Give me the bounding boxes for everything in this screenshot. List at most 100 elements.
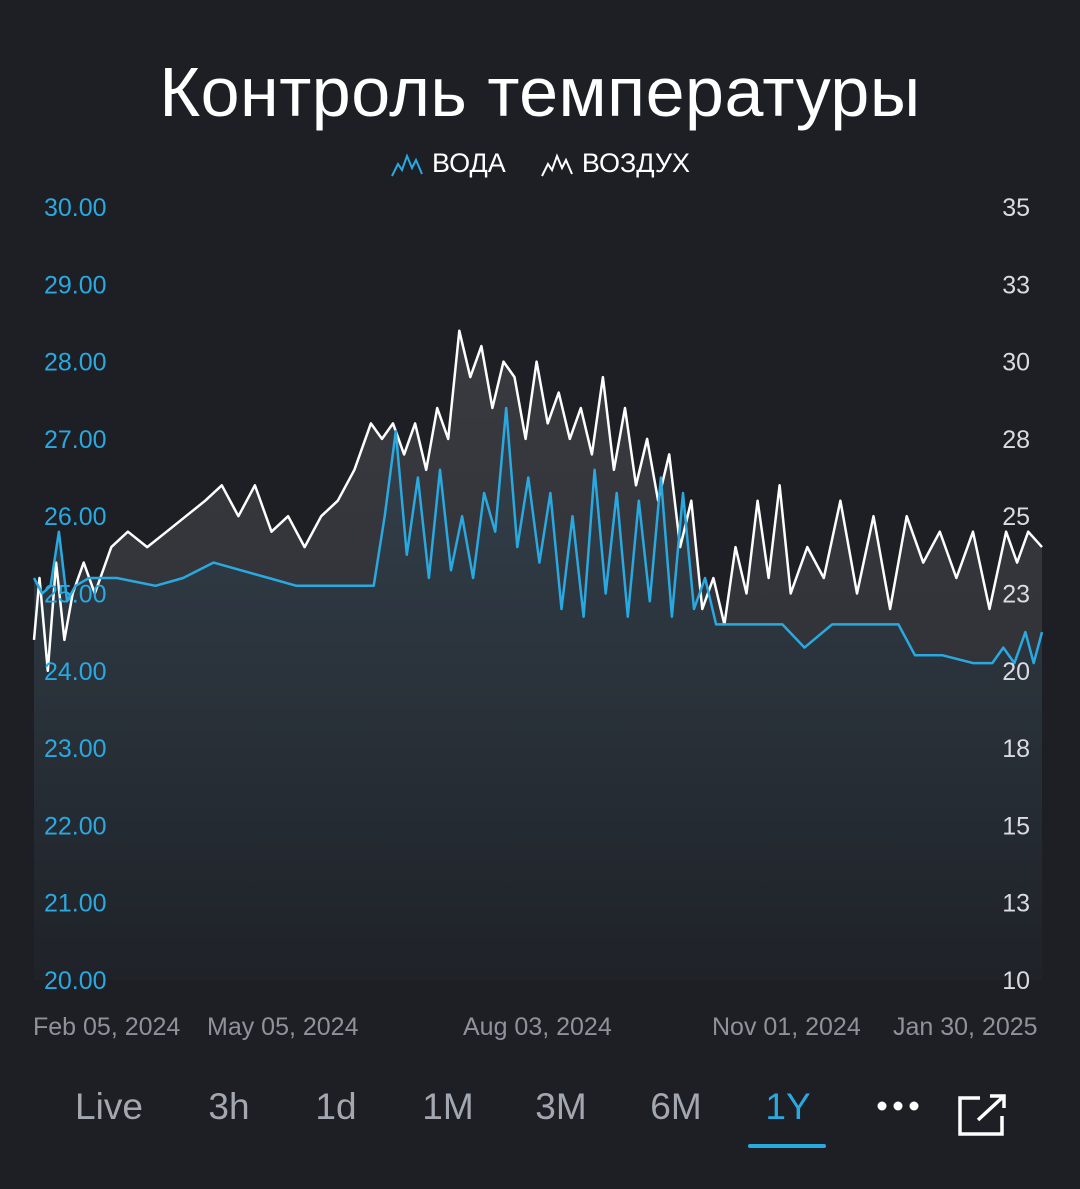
air-point bbox=[166, 531, 168, 533]
air-point bbox=[491, 407, 493, 409]
air-point bbox=[447, 438, 449, 440]
more-dots-icon[interactable] bbox=[876, 1100, 920, 1112]
legend-item-water[interactable]: ВОДА bbox=[390, 148, 506, 179]
water-point bbox=[726, 623, 728, 625]
water-point bbox=[88, 577, 90, 579]
air-point bbox=[723, 623, 725, 625]
air-point bbox=[204, 500, 206, 502]
air-point bbox=[320, 515, 322, 517]
water-point bbox=[649, 600, 651, 602]
air-point bbox=[856, 593, 858, 595]
air-point bbox=[569, 438, 571, 440]
air-point bbox=[146, 546, 148, 548]
water-point bbox=[594, 469, 596, 471]
x-tick-label: Aug 03, 2024 bbox=[463, 1013, 612, 1041]
air-point bbox=[425, 469, 427, 471]
y-left-tick-label: 20.00 bbox=[44, 967, 107, 995]
range-selector: Live 3h 1d 1M 3M 6M 1Y bbox=[0, 1080, 1080, 1150]
air-point bbox=[503, 361, 505, 363]
water-point bbox=[715, 623, 717, 625]
air-point bbox=[602, 376, 604, 378]
water-point bbox=[351, 585, 353, 587]
water-point bbox=[527, 477, 529, 479]
water-line bbox=[32, 406, 1044, 665]
water-point bbox=[831, 623, 833, 625]
water-point bbox=[240, 569, 242, 571]
air-point bbox=[922, 562, 924, 564]
legend-item-air[interactable]: ВОЗДУХ bbox=[540, 148, 690, 179]
air-point bbox=[823, 577, 825, 579]
air-point bbox=[469, 376, 471, 378]
air-point bbox=[613, 469, 615, 471]
air-point bbox=[55, 562, 57, 564]
water-point bbox=[972, 662, 974, 664]
range-button-6m[interactable]: 6M bbox=[650, 1086, 702, 1127]
water-point bbox=[439, 469, 441, 471]
air-point bbox=[591, 453, 593, 455]
air-point bbox=[558, 392, 560, 394]
air-point bbox=[514, 376, 516, 378]
air-point bbox=[806, 546, 808, 548]
line-chart-icon bbox=[540, 152, 573, 176]
y-right-tick-label: 30 bbox=[1002, 349, 1030, 377]
air-point bbox=[668, 453, 670, 455]
y-left-tick-label: 30.00 bbox=[44, 194, 107, 222]
range-button-3h[interactable]: 3h bbox=[208, 1086, 250, 1127]
water-point bbox=[682, 492, 684, 494]
y-right-tick-label: 23 bbox=[1002, 581, 1030, 609]
range-button-3m[interactable]: 3M bbox=[535, 1086, 587, 1127]
water-area bbox=[34, 408, 1042, 980]
chart-legend: ВОДА ВОЗДУХ bbox=[0, 148, 1080, 179]
air-point bbox=[701, 608, 703, 610]
water-point bbox=[737, 623, 739, 625]
air-point bbox=[712, 577, 714, 579]
y-left-tick-label: 21.00 bbox=[44, 890, 107, 918]
air-point bbox=[480, 345, 482, 347]
water-point bbox=[561, 608, 563, 610]
y-left-tick-label: 24.00 bbox=[44, 658, 107, 686]
water-point bbox=[41, 593, 43, 595]
x-tick-label: May 05, 2024 bbox=[207, 1013, 359, 1041]
water-point bbox=[759, 623, 761, 625]
water-point bbox=[1041, 631, 1043, 633]
air-point bbox=[287, 515, 289, 517]
line-chart-icon bbox=[391, 152, 423, 176]
water-point bbox=[384, 515, 386, 517]
air-point bbox=[690, 500, 692, 502]
external-expand-icon[interactable] bbox=[956, 1092, 1008, 1138]
water-point bbox=[991, 662, 993, 664]
range-button-1y[interactable]: 1Y bbox=[765, 1086, 811, 1127]
water-point bbox=[516, 546, 518, 548]
water-point bbox=[660, 477, 662, 479]
water-point bbox=[704, 577, 706, 579]
air-point bbox=[906, 515, 908, 517]
air-point bbox=[536, 361, 538, 363]
air-point bbox=[304, 546, 306, 548]
air-point bbox=[353, 469, 355, 471]
water-point bbox=[461, 515, 463, 517]
air-point bbox=[254, 484, 256, 486]
air-point bbox=[370, 422, 372, 424]
water-point bbox=[781, 623, 783, 625]
air-point bbox=[271, 531, 273, 533]
water-point bbox=[549, 492, 551, 494]
y-right-tick-label: 35 bbox=[1002, 194, 1030, 222]
air-point bbox=[746, 593, 748, 595]
water-point bbox=[914, 654, 916, 656]
range-button-live[interactable]: Live bbox=[75, 1086, 143, 1127]
air-point bbox=[679, 546, 681, 548]
air-point bbox=[414, 422, 416, 424]
air-point bbox=[790, 593, 792, 595]
air-point bbox=[939, 531, 941, 533]
range-button-1m[interactable]: 1M bbox=[422, 1086, 474, 1127]
temperature-chart: 30.00 29.00 28.00 27.00 26.00 25.00 24.00 23.00… bbox=[32, 194, 1044, 1041]
air-point bbox=[458, 330, 460, 332]
water-point bbox=[268, 577, 270, 579]
y-right-tick-label: 25 bbox=[1002, 503, 1030, 531]
water-point bbox=[859, 623, 861, 625]
range-button-1d[interactable]: 1d bbox=[315, 1086, 357, 1127]
water-point bbox=[417, 477, 419, 479]
air-point bbox=[1041, 546, 1043, 548]
water-point bbox=[155, 585, 157, 587]
air-point bbox=[392, 422, 394, 424]
